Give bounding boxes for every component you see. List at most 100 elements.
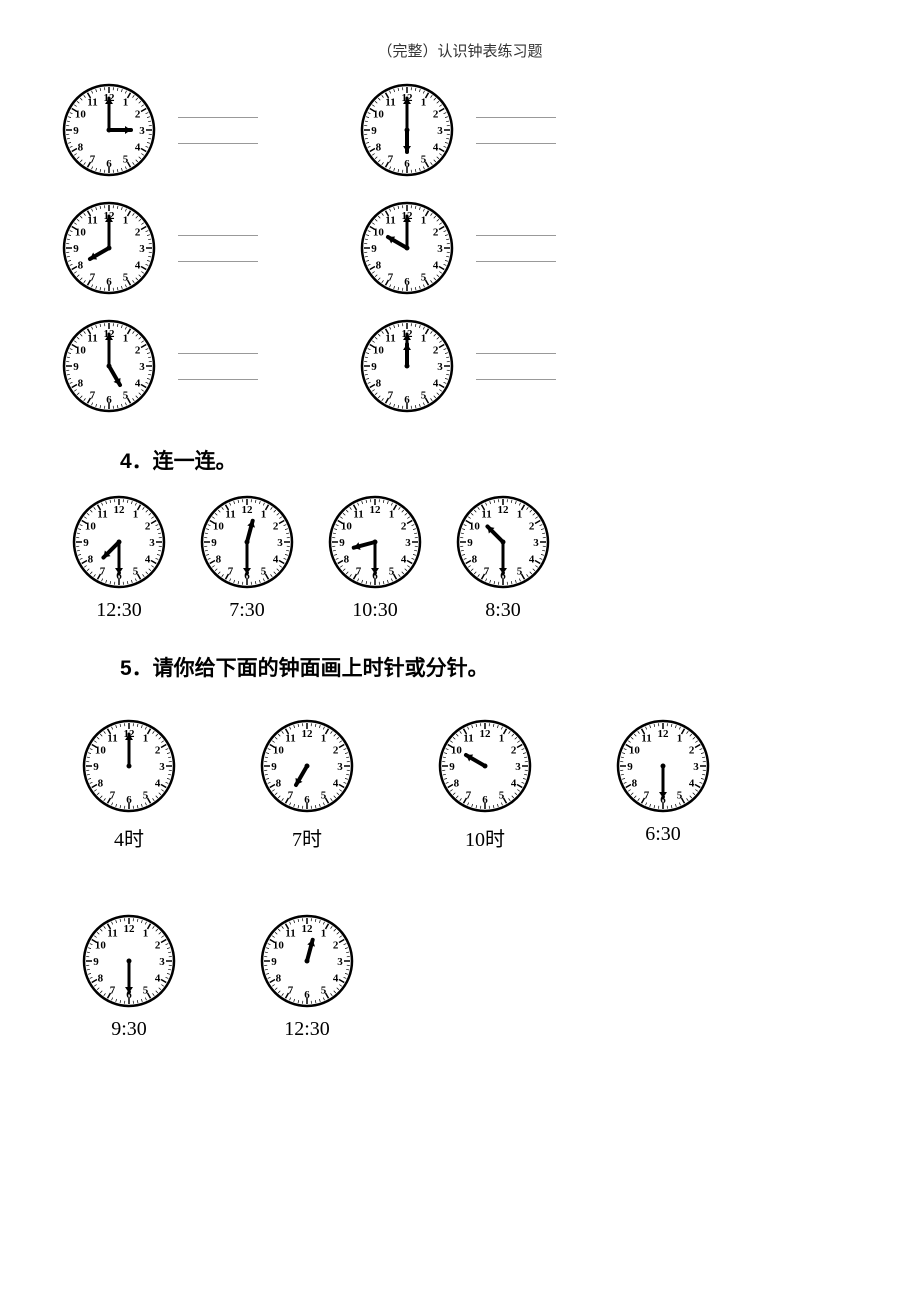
svg-text:9: 9 — [73, 125, 79, 137]
svg-text:5: 5 — [421, 154, 427, 166]
svg-text:3: 3 — [437, 125, 443, 137]
blank-line — [476, 379, 556, 380]
svg-text:10: 10 — [273, 940, 285, 952]
time-label: 10时 — [465, 823, 505, 852]
svg-text:8: 8 — [376, 378, 382, 390]
clock-face: 121234567891011 — [326, 493, 424, 591]
section4-row: 12123456789101112:301212345678910117:301… — [60, 493, 860, 622]
svg-text:2: 2 — [333, 745, 339, 757]
svg-text:7: 7 — [388, 154, 394, 166]
svg-text:5: 5 — [517, 566, 523, 578]
svg-text:2: 2 — [145, 521, 151, 533]
svg-text:9: 9 — [371, 361, 377, 373]
clock-face: 121234567891011 — [258, 912, 356, 1010]
svg-text:1: 1 — [321, 732, 327, 744]
match-clock: 1212345678910118:30 — [454, 493, 552, 622]
svg-text:7: 7 — [90, 272, 96, 284]
svg-text:5: 5 — [123, 390, 129, 402]
svg-text:9: 9 — [339, 537, 345, 549]
svg-text:12: 12 — [370, 504, 382, 516]
clock-face: 121234567891011 — [80, 912, 178, 1010]
svg-text:4: 4 — [433, 260, 439, 272]
svg-text:11: 11 — [353, 508, 363, 520]
svg-text:9: 9 — [371, 243, 377, 255]
clock-with-blanks: 121234567891011 — [60, 199, 258, 297]
svg-text:8: 8 — [78, 142, 84, 154]
svg-text:10: 10 — [273, 745, 285, 757]
svg-text:8: 8 — [472, 554, 478, 566]
section3-grid: 1212345678910111212345678910111212345678… — [60, 81, 860, 415]
svg-text:4: 4 — [273, 554, 279, 566]
blank-line — [178, 117, 258, 118]
svg-text:11: 11 — [285, 732, 295, 744]
svg-text:5: 5 — [677, 790, 683, 802]
time-label: 7时 — [292, 823, 322, 852]
svg-text:12: 12 — [302, 728, 314, 740]
clock-face: 121234567891011 — [358, 199, 456, 297]
svg-text:3: 3 — [533, 537, 539, 549]
svg-text:2: 2 — [511, 745, 517, 757]
svg-text:4: 4 — [145, 554, 151, 566]
svg-text:4: 4 — [529, 554, 535, 566]
svg-text:12: 12 — [658, 728, 670, 740]
svg-text:7: 7 — [388, 390, 394, 402]
svg-text:12: 12 — [480, 728, 492, 740]
draw-hand-clock: 1212345678910117时 — [258, 717, 356, 852]
clock-face: 121234567891011 — [436, 717, 534, 815]
svg-text:1: 1 — [499, 732, 505, 744]
blank-line — [476, 353, 556, 354]
svg-text:11: 11 — [107, 732, 117, 744]
svg-text:10: 10 — [373, 227, 385, 239]
svg-text:6: 6 — [106, 158, 112, 170]
clock-face: 121234567891011 — [258, 717, 356, 815]
svg-text:6: 6 — [106, 394, 112, 406]
svg-text:10: 10 — [629, 745, 641, 757]
svg-text:3: 3 — [337, 761, 343, 773]
svg-text:8: 8 — [276, 973, 282, 985]
svg-text:4: 4 — [689, 778, 695, 790]
svg-text:5: 5 — [499, 790, 505, 802]
svg-text:4: 4 — [433, 142, 439, 154]
answer-lines — [476, 117, 556, 144]
clock-face: 121234567891011 — [60, 317, 158, 415]
svg-text:1: 1 — [421, 214, 427, 226]
answer-lines — [178, 235, 258, 262]
clock-face: 121234567891011 — [198, 493, 296, 591]
svg-text:11: 11 — [107, 927, 117, 939]
svg-text:1: 1 — [321, 927, 327, 939]
clock-face: 121234567891011 — [80, 717, 178, 815]
svg-text:1: 1 — [421, 96, 427, 108]
svg-text:2: 2 — [273, 521, 279, 533]
svg-text:6: 6 — [404, 276, 410, 288]
svg-text:9: 9 — [211, 537, 217, 549]
svg-text:3: 3 — [515, 761, 521, 773]
time-label: 8:30 — [485, 599, 521, 622]
svg-text:2: 2 — [689, 745, 695, 757]
svg-text:3: 3 — [139, 361, 145, 373]
svg-text:11: 11 — [481, 508, 491, 520]
svg-text:7: 7 — [228, 566, 234, 578]
svg-text:7: 7 — [644, 790, 650, 802]
svg-text:2: 2 — [135, 345, 141, 357]
svg-text:6: 6 — [126, 794, 132, 806]
svg-text:8: 8 — [376, 260, 382, 272]
svg-text:7: 7 — [90, 390, 96, 402]
time-label: 12:30 — [96, 599, 142, 622]
section5-grid: 1212345678910114时1212345678910117时121234… — [60, 717, 860, 1041]
clock-with-blanks: 121234567891011 — [358, 81, 556, 179]
svg-text:11: 11 — [385, 96, 395, 108]
svg-text:8: 8 — [216, 554, 222, 566]
svg-text:1: 1 — [389, 508, 395, 520]
svg-text:7: 7 — [466, 790, 472, 802]
time-label: 4时 — [114, 823, 144, 852]
svg-text:11: 11 — [385, 332, 395, 344]
svg-text:3: 3 — [693, 761, 699, 773]
svg-text:9: 9 — [627, 761, 633, 773]
svg-text:1: 1 — [133, 508, 139, 520]
svg-text:4: 4 — [135, 378, 141, 390]
svg-text:6: 6 — [106, 276, 112, 288]
svg-text:5: 5 — [143, 790, 149, 802]
svg-text:9: 9 — [371, 125, 377, 137]
svg-text:11: 11 — [87, 96, 97, 108]
clock-with-blanks: 121234567891011 — [60, 81, 258, 179]
